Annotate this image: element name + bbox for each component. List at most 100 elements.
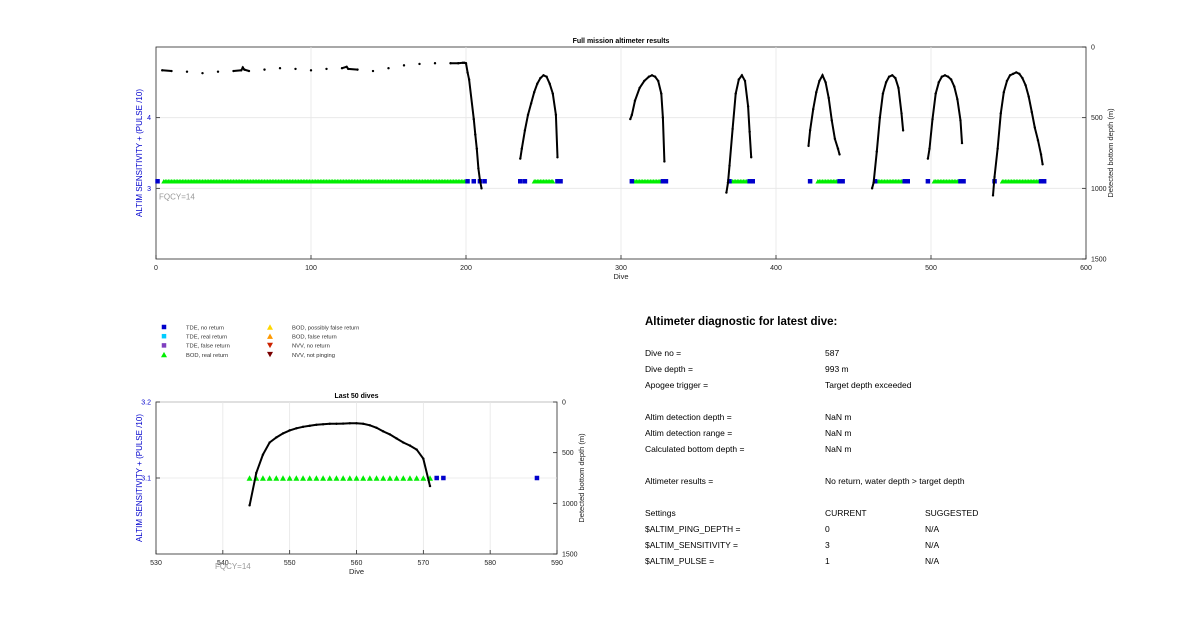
depth-point [325,67,328,71]
chart-title: Full mission altimeter results [573,38,670,45]
depth-point [457,62,460,65]
depth-point [248,504,251,507]
depth-point [278,67,282,70]
bod-real-marker [380,475,387,481]
fqcy-label: FQCY=14 [159,192,195,201]
depth-line [519,74,559,159]
depth-point [170,69,173,73]
bod-real-marker [326,475,333,481]
depth-point [748,130,751,133]
tde-no-return-marker [872,179,878,184]
x-axis-label: Dive [613,272,628,281]
tde-no-return-marker [482,179,487,184]
depth-point [402,64,406,67]
depth-point [734,92,737,95]
bod-real-marker [246,475,253,481]
sensitivity-current: 3 [825,540,830,550]
bod-real-marker [400,475,407,481]
bod-real-marker [550,179,556,184]
legend-triangle-marker [267,324,273,330]
depth-point [996,147,999,150]
depth-point [185,70,189,73]
bod-real-marker [373,475,380,481]
depth-point [328,422,331,425]
depth-point [949,78,953,81]
tde-no-return-marker [629,179,635,184]
depth-point [731,127,734,131]
depth-point [556,156,559,159]
pulse-suggested: N/A [925,556,940,566]
depth-point [480,187,483,190]
depth-point [321,423,325,426]
depth-point [361,422,365,425]
depth-point [725,191,728,194]
depth-point [946,75,950,78]
y-axis-label: ALTIM SENSITIVITY + (PULSE /10) [135,414,144,542]
y2-tick-label: 1000 [562,501,578,508]
depth-point [335,422,338,425]
depth-point [240,69,243,72]
depth-point [870,187,874,190]
depth-point [371,69,375,73]
depth-point [281,432,285,435]
depth-point [315,423,318,426]
x-tick-label: 400 [770,265,782,272]
depth-point [408,444,412,447]
depth-point [836,147,840,150]
ping-depth-current: 0 [825,524,830,534]
depth-point [554,113,558,117]
bod-real-marker [320,475,327,481]
diagnostic-title: Altimeter diagnostic for latest dive: [645,316,838,328]
depth-point [884,81,888,84]
tde-no-return-marker [518,179,523,184]
depth-point [415,448,418,451]
depth-point [728,164,731,167]
bod-real-marker [393,475,400,481]
depth-point [937,81,940,84]
depth-point [548,82,551,85]
tde-no-return-marker [555,179,560,184]
calc-bottom-label: Calculated bottom depth = [645,444,745,454]
current-header: CURRENT [825,508,867,518]
depth-point [630,113,634,117]
depth-point [542,74,545,77]
bod-real-marker [266,475,273,481]
depth-point [418,62,421,66]
apogee-value: Target depth exceeded [825,380,912,390]
tde-no-return-marker [155,179,160,184]
depth-line [871,74,905,189]
bod-real-marker [340,475,347,481]
depth-point [433,62,437,65]
bod-real-marker [273,475,280,481]
depth-point [830,119,833,122]
depth-point [959,119,962,122]
tde-no-return-marker [747,179,752,184]
sensitivity-suggested: N/A [925,540,940,550]
y-tick-label: 4 [147,115,151,122]
depth-point [827,96,830,100]
depth-point [737,78,740,81]
tde-no-return-marker [925,179,931,184]
tde-no-return-marker [534,475,540,481]
depth-point [931,117,934,121]
legend-label: TDE, false return [186,344,230,350]
depth-point [340,67,344,70]
depth-point [653,75,657,78]
depth-point [295,427,298,430]
depth-point [536,82,539,85]
depth-point [901,129,905,132]
x-tick-label: 560 [351,560,363,567]
tde-no-return-marker [1038,179,1044,184]
bod-real-marker [286,475,293,481]
legend-triangle-marker [267,333,273,339]
detection-range-value: NaN m [825,428,852,438]
depth-point [241,66,244,69]
tde-no-return-marker [837,179,842,184]
depth-point [341,422,345,425]
depth-point [526,113,530,117]
y2-tick-label: 1500 [1091,257,1107,264]
bod-real-marker [300,475,307,481]
depth-point [466,71,469,74]
legend-label: NVV, not pinging [292,353,335,359]
